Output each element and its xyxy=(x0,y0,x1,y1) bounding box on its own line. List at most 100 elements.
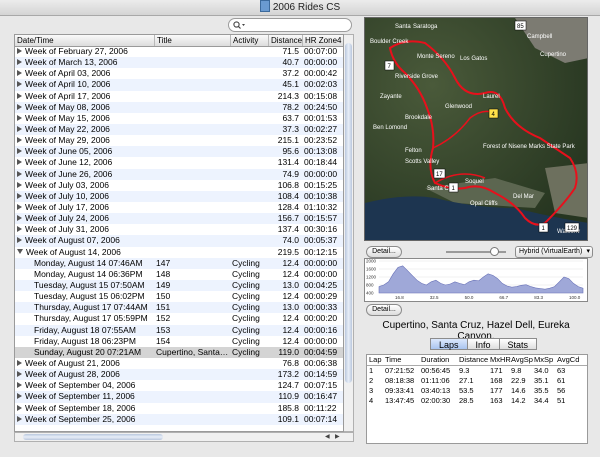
week-row[interactable]: Week of September 18, 2006 185.8 00:11:22 xyxy=(15,403,343,414)
week-row[interactable]: Week of September 25, 2006 109.1 00:07:14 xyxy=(15,413,343,425)
week-row[interactable]: Week of August 07, 2006 74.0 00:05:37 xyxy=(15,235,343,247)
slider-knob[interactable] xyxy=(490,247,499,256)
map-label: Soquel xyxy=(465,179,484,185)
lap-row[interactable]: 4 13:47:45 02:00:30 28.5 163 14.2 34.4 51 xyxy=(367,396,587,406)
activity-row[interactable]: Friday, August 18 06:23PM 154 Cycling 12.4 0… xyxy=(15,336,343,347)
laps-column-header[interactable]: MxHR xyxy=(490,355,511,364)
week-row[interactable]: Week of August 14, 2006 219.5 00:12:15 xyxy=(15,247,343,258)
disclosure-closed-icon[interactable] xyxy=(17,415,22,422)
week-row[interactable]: Week of May 29, 2006 215.1 00:23:52 xyxy=(15,135,343,146)
laps-column-header[interactable]: Lap xyxy=(369,355,382,364)
laps-column-header[interactable]: Time xyxy=(385,355,402,364)
activity-row[interactable]: Tuesday, August 15 07:50AM 149 Cycling 13.0… xyxy=(15,279,343,292)
horizontal-scrollbar[interactable]: ◀ ▶ xyxy=(14,432,354,442)
disclosure-closed-icon[interactable] xyxy=(17,159,22,166)
week-row[interactable]: Week of April 03, 2006 37.2 00:00:42 xyxy=(15,68,343,79)
disclosure-closed-icon[interactable] xyxy=(17,48,22,54)
cell-hr-zone4: 00:15:25 xyxy=(304,179,338,190)
week-row[interactable]: Week of February 27, 2006 71.5 00:07:00 xyxy=(15,46,343,57)
disclosure-closed-icon[interactable] xyxy=(17,393,22,400)
laps-column-header[interactable]: Duration xyxy=(421,355,450,364)
week-row[interactable]: Week of May 22, 2006 37.3 00:02:27 xyxy=(15,123,343,136)
week-row[interactable]: Week of September 11, 2006 110.9 00:16:47 xyxy=(15,391,343,403)
tab-info[interactable]: Info xyxy=(466,338,500,350)
tab-stats[interactable]: Stats xyxy=(498,338,538,350)
cell-activity: Cycling xyxy=(232,257,260,268)
scroll-right-arrow[interactable]: ▶ xyxy=(335,434,340,440)
scroll-left-arrow[interactable]: ◀ xyxy=(325,434,330,440)
laps-column-header[interactable]: AvgSp xyxy=(511,355,533,364)
map-zoom-slider[interactable] xyxy=(446,247,506,256)
route-marker[interactable] xyxy=(384,60,395,71)
week-row[interactable]: Week of July 10, 2006 108.4 00:10:38 xyxy=(15,190,343,202)
activity-row[interactable]: Thursday, August 17 05:59PM 152 Cycling 12.… xyxy=(15,313,343,324)
week-row[interactable]: Week of June 05, 2006 95.6 00:13:08 xyxy=(15,146,343,158)
disclosure-closed-icon[interactable] xyxy=(17,226,22,233)
activity-row[interactable]: Monday, August 14 06:36PM 148 Cycling 12.4 0… xyxy=(15,269,343,280)
week-row[interactable]: Week of March 13, 2006 40.7 00:00:00 xyxy=(15,57,343,69)
disclosure-closed-icon[interactable] xyxy=(17,215,22,222)
week-row[interactable]: Week of August 28, 2006 173.2 00:14:59 xyxy=(15,369,343,381)
laps-column-header[interactable]: AvgCd xyxy=(557,355,580,364)
map-detail-button[interactable]: Detail... xyxy=(366,246,402,258)
week-row[interactable]: Week of September 04, 2006 124.7 00:07:15 xyxy=(15,380,343,391)
laps-column-header[interactable]: Distance xyxy=(459,355,489,364)
disclosure-closed-icon[interactable] xyxy=(17,237,22,244)
week-row[interactable]: Week of July 03, 2006 106.8 00:15:25 xyxy=(15,179,343,191)
disclosure-closed-icon[interactable] xyxy=(17,359,22,366)
disclosure-closed-icon[interactable] xyxy=(17,114,22,121)
week-row[interactable]: Week of June 26, 2006 74.9 00:00:00 xyxy=(15,168,343,180)
disclosure-closed-icon[interactable] xyxy=(17,137,22,144)
week-row[interactable]: Week of July 17, 2006 128.4 01:10:32 xyxy=(15,202,343,213)
horizontal-scroll-thumb[interactable] xyxy=(23,434,163,440)
disclosure-closed-icon[interactable] xyxy=(17,125,22,132)
vertical-scrollbar[interactable] xyxy=(344,34,354,432)
week-row[interactable]: Week of May 15, 2006 63.7 00:01:53 xyxy=(15,113,343,124)
disclosure-closed-icon[interactable] xyxy=(17,59,22,66)
activity-row[interactable]: Friday, August 18 07:55AM 153 Cycling 12.4 0… xyxy=(15,324,343,336)
week-row[interactable]: Week of May 08, 2006 78.2 00:24:50 xyxy=(15,101,343,113)
route-marker[interactable] xyxy=(538,222,549,233)
cell-title: 147 xyxy=(156,257,171,268)
disclosure-closed-icon[interactable] xyxy=(17,81,22,88)
disclosure-closed-icon[interactable] xyxy=(17,92,22,99)
disclosure-closed-icon[interactable] xyxy=(17,181,22,188)
elevation-detail-button[interactable]: Detail... xyxy=(366,304,402,316)
week-row[interactable]: Week of April 10, 2006 45.1 00:02:03 xyxy=(15,79,343,91)
week-row[interactable]: Week of July 24, 2006 156.7 00:15:57 xyxy=(15,213,343,225)
week-row[interactable]: Week of April 17, 2006 214.3 00:15:08 xyxy=(15,91,343,102)
disclosure-closed-icon[interactable] xyxy=(17,382,22,389)
column-header-activity[interactable]: Activity xyxy=(231,35,269,46)
disclosure-closed-icon[interactable] xyxy=(17,404,22,411)
disclosure-closed-icon[interactable] xyxy=(17,103,22,110)
map-type-select[interactable]: Hybrid (VirtualEarth) ▾ xyxy=(515,246,593,258)
week-row[interactable]: Week of July 31, 2006 137.4 00:30:16 xyxy=(15,224,343,235)
disclosure-open-icon[interactable] xyxy=(17,248,23,254)
disclosure-closed-icon[interactable] xyxy=(17,203,22,210)
column-header-distance[interactable]: Distance xyxy=(271,35,303,46)
search-input[interactable] xyxy=(228,18,352,32)
lap-row[interactable]: 1 07:21:52 00:56:45 9.3 171 9.8 34.0 63 xyxy=(367,366,587,376)
route-marker[interactable] xyxy=(488,108,499,119)
route-map[interactable]: Santa Saratoga Monte Sereno Los Gatos Ri… xyxy=(364,17,588,241)
lap-row[interactable]: 3 09:33:41 03:40:13 53.5 177 14.6 35.5 56 xyxy=(367,386,587,396)
elevation-profile[interactable]: 2000 1600 1200 800 400 16.8 32.5 50.0 66.7 83.3 1… xyxy=(364,258,588,302)
laps-column-header[interactable]: MxSp xyxy=(534,355,554,364)
lap-row[interactable]: 2 08:18:38 01:11:06 27.1 168 22.9 35.1 61 xyxy=(367,376,587,386)
disclosure-closed-icon[interactable] xyxy=(17,170,22,177)
scroll-thumb[interactable] xyxy=(345,43,352,383)
column-header-hr-zone4[interactable]: HR Zone4 xyxy=(305,36,342,45)
column-header-date[interactable]: Date/Time xyxy=(15,35,155,46)
activity-row[interactable]: Thursday, August 17 07:44AM 151 Cycling 13.… xyxy=(15,302,343,314)
disclosure-closed-icon[interactable] xyxy=(17,371,22,378)
tab-laps[interactable]: Laps xyxy=(430,338,468,350)
activity-row[interactable]: Sunday, August 20 07:21AM Cupertino, Sant… xyxy=(15,346,343,358)
activity-row[interactable]: Monday, August 14 07:46AM 147 Cycling 12.4 0… xyxy=(15,257,343,269)
disclosure-closed-icon[interactable] xyxy=(17,148,22,155)
week-row[interactable]: Week of June 12, 2006 131.4 00:18:44 xyxy=(15,157,343,168)
activity-row[interactable]: Tuesday, August 15 06:02PM 150 Cycling 12.4… xyxy=(15,291,343,302)
disclosure-closed-icon[interactable] xyxy=(17,70,22,77)
column-header-title[interactable]: Title xyxy=(155,35,231,46)
disclosure-closed-icon[interactable] xyxy=(17,192,22,199)
week-row[interactable]: Week of August 21, 2006 76.8 00:06:38 xyxy=(15,358,343,369)
